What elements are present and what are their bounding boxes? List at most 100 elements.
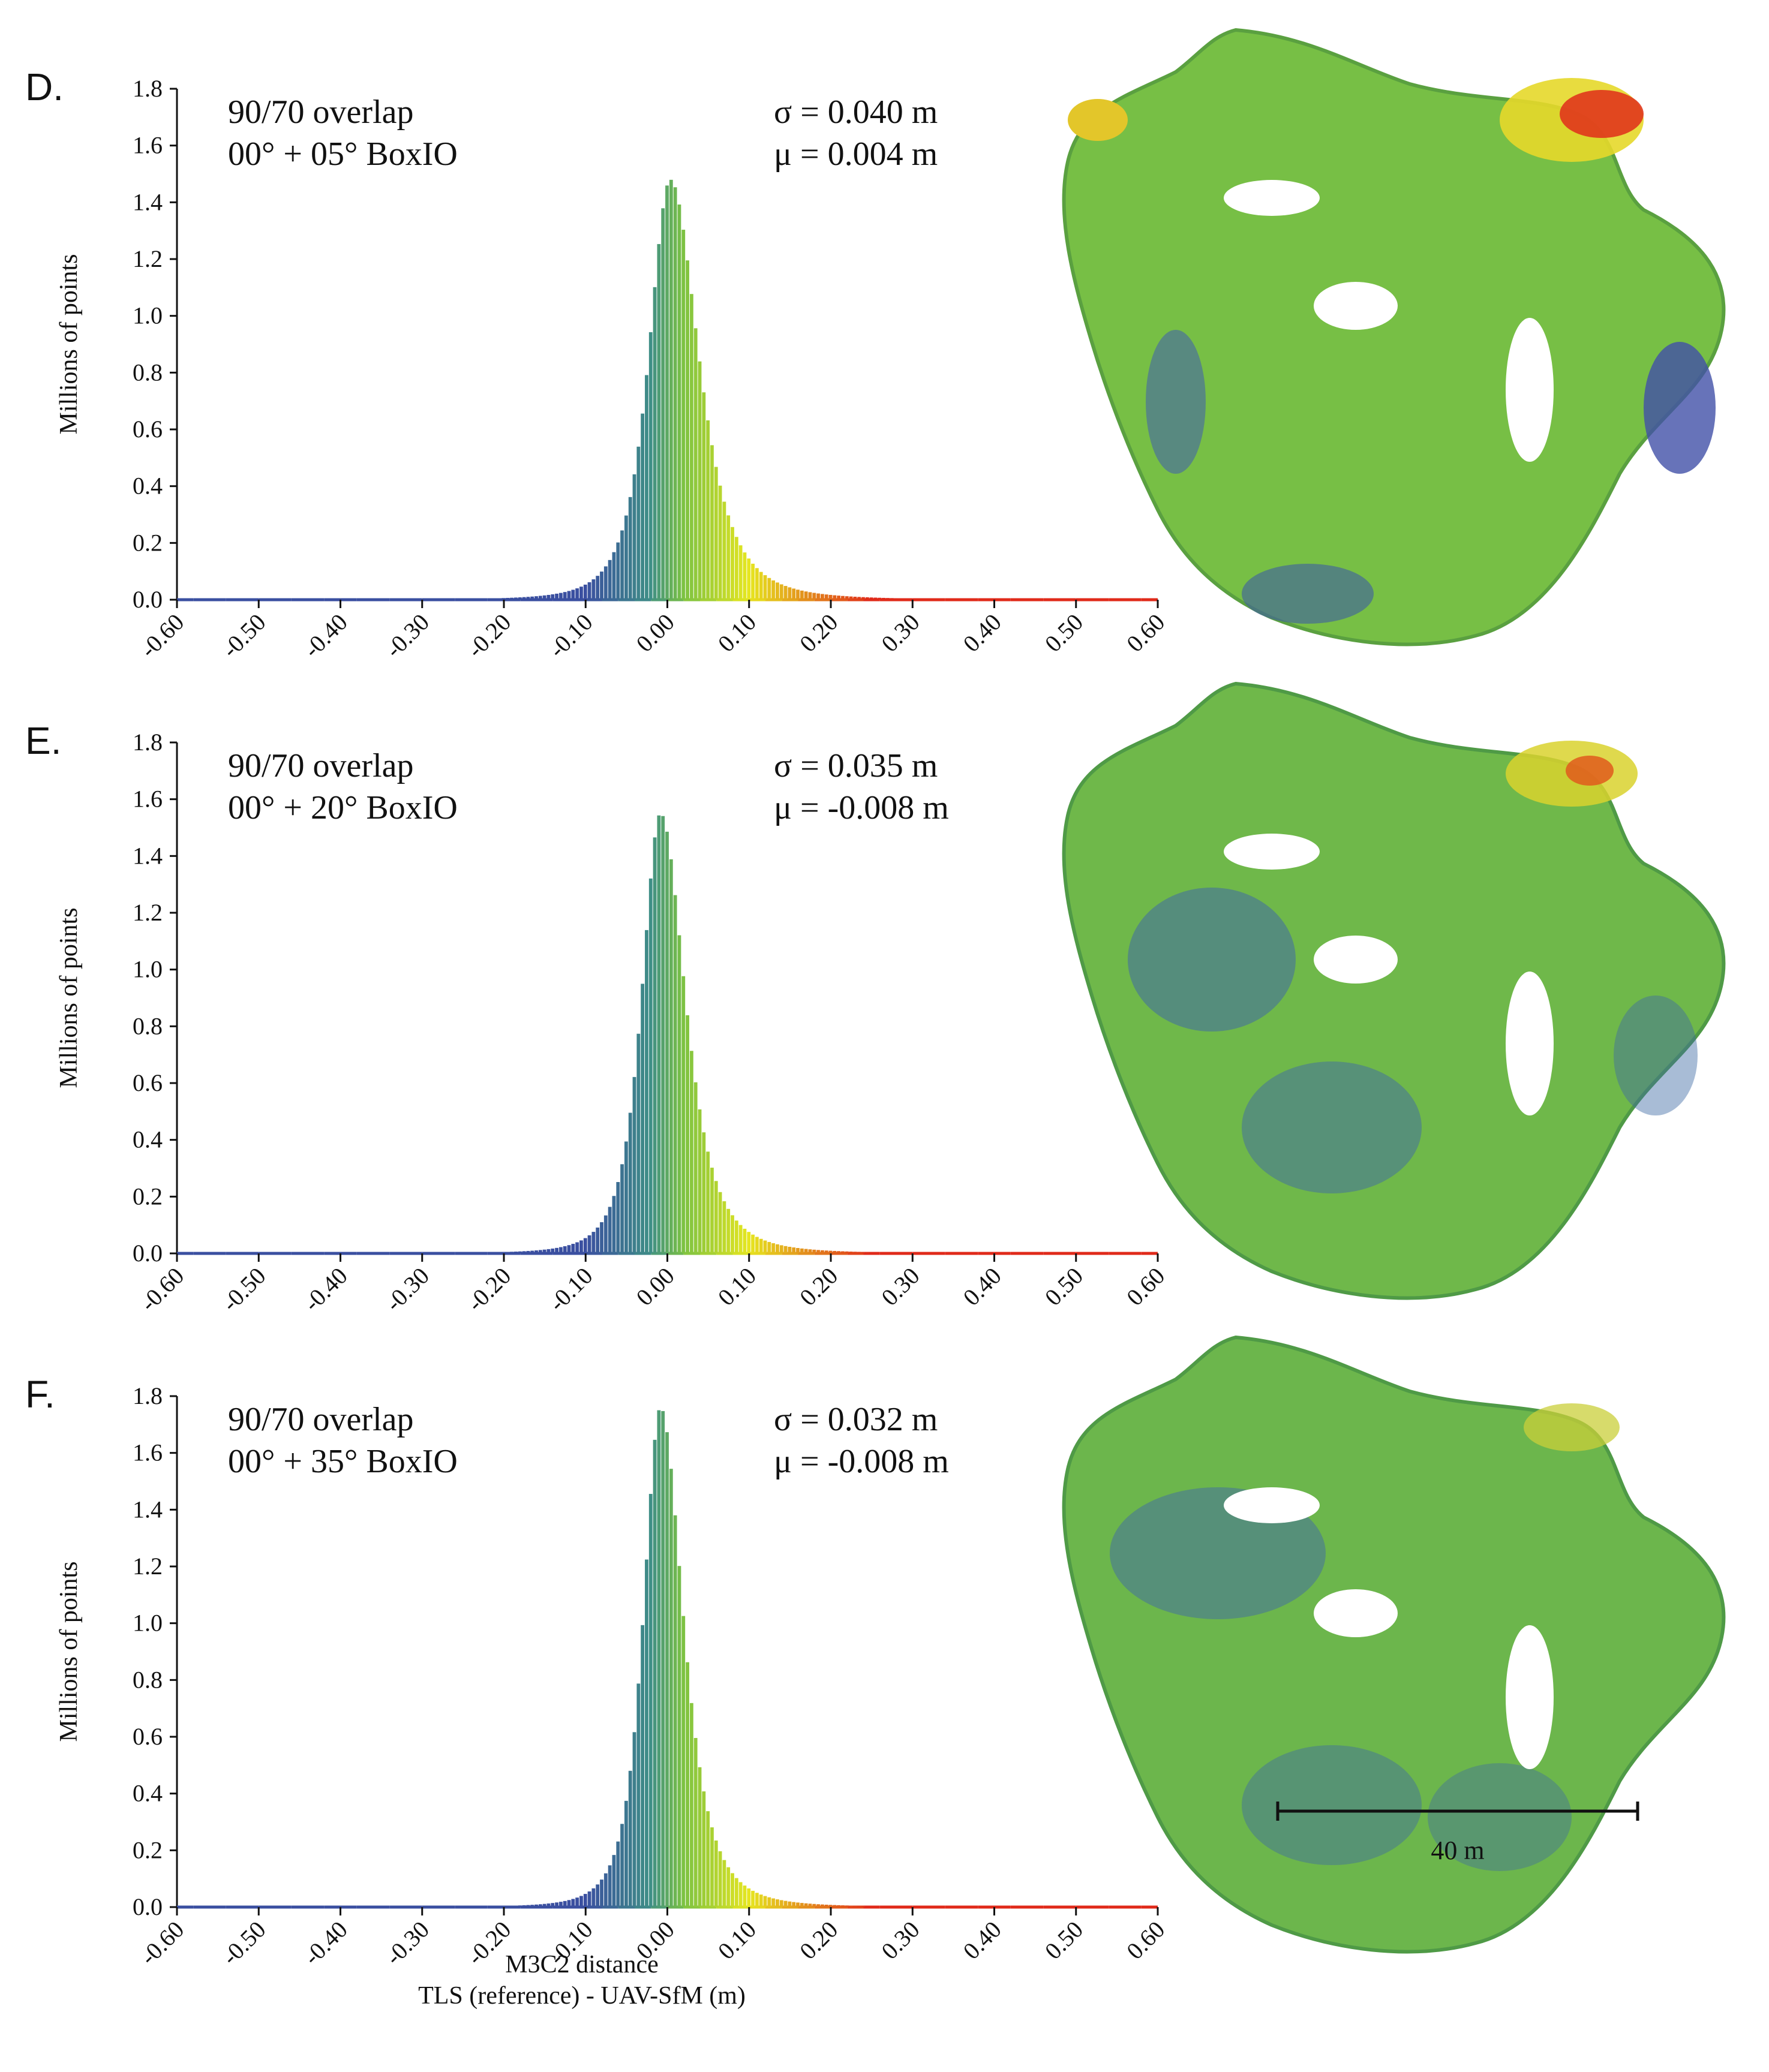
histogram-bar [538,1250,542,1253]
histogram-bar [783,586,788,600]
histogram-bar [579,1240,583,1253]
boxio-label: 00° + 35° BoxIO [228,1443,458,1480]
histogram-bar [693,1738,698,1907]
point-cloud-d-gap-2 [1506,318,1554,462]
histogram-bar [779,584,783,600]
histogram-bar [816,1904,820,1907]
histogram-bar [779,1245,783,1253]
point-cloud-f-gap-3 [1224,1487,1320,1523]
y-tick-label: 0.2 [133,529,163,556]
x-axis-title-line1: M3C2 distance [505,1951,659,1978]
histogram-bar [686,260,689,600]
sigma-label: σ = 0.032 m [774,1401,938,1438]
histogram-bar [542,595,546,600]
histogram-bar [510,1905,514,1907]
y-tick-label: 0.8 [133,1666,163,1693]
histogram-bar [596,1227,600,1253]
histogram-bar [632,1732,636,1907]
histogram-bar [657,243,661,600]
histogram-bar [693,328,698,600]
histogram-bar [738,1882,743,1907]
histogram-bar [693,1082,698,1253]
histogram-bar [771,1898,776,1907]
histogram-bar [788,1247,792,1253]
histogram-bar [743,552,747,600]
histogram-bar [534,1904,538,1907]
histogram-bar [661,1411,665,1907]
histogram-bar [591,1888,596,1907]
histogram-bar [906,598,910,600]
point-cloud-map-e [1062,681,1726,1300]
histogram-bar [734,1220,738,1253]
histogram-bar [628,1770,632,1907]
boxio-label: 00° + 20° BoxIO [228,789,458,826]
histogram-bar [636,1683,641,1907]
histogram-bar [641,413,645,600]
histogram-bar [608,560,612,600]
histogram-bar [591,1232,596,1253]
histogram-bar [873,1252,878,1253]
histogram-bar [755,568,759,600]
histogram-bar [677,935,681,1253]
histogram-bar [837,1905,841,1907]
histogram-bar [824,1250,828,1253]
histogram-bar [763,1240,767,1253]
histogram-bar [804,1903,808,1907]
histogram-bar [824,594,828,600]
histogram-bar [501,1252,506,1253]
y-tick-label: 0.0 [133,1240,163,1267]
histogram-bar [706,1151,710,1253]
histogram-bar [882,597,885,600]
histogram-bar [763,575,767,600]
point-cloud-d-yellow-corner [1068,99,1128,141]
histogram-bar [603,1215,608,1253]
histogram-bar [759,572,763,600]
histogram-bar [792,1902,796,1907]
histogram-bar [645,930,648,1253]
histogram-bar [628,1112,632,1253]
histogram-bar [812,593,816,600]
histogram-bar [743,1228,747,1253]
histogram-bar [767,1241,771,1253]
histogram-bar [861,597,865,600]
histogram-bar [734,537,738,600]
histogram-bar [820,1250,824,1253]
histogram-bar [648,878,653,1253]
histogram-bar [648,1494,653,1907]
histogram-bar [800,590,804,600]
histogram-bar [596,1884,600,1907]
histogram-bar [546,594,551,600]
histogram-bar [738,545,743,600]
y-tick-label: 0.8 [133,1012,163,1039]
histogram-bar [567,1245,571,1253]
x-tick-label: 0.10 [713,609,761,657]
histogram-bar [510,597,514,600]
histogram-bar [522,1905,526,1907]
y-tick-label: 1.0 [133,302,163,329]
y-tick-label: 0.0 [133,1893,163,1920]
y-tick-label: 0.2 [133,1183,163,1210]
histogram-bar [603,566,608,600]
histogram-bar [575,588,579,600]
histogram-bar [522,1251,526,1253]
histogram-bar [776,582,779,600]
histogram-bar [828,1905,833,1907]
mu-label: μ = -0.008 m [774,789,949,826]
histogram-bar [587,1235,591,1253]
histogram-bar [845,1251,849,1253]
histogram-bar [669,179,673,600]
y-tick-label: 1.2 [133,899,163,926]
y-tick-label: 0.4 [133,1126,163,1153]
histogram-bar [653,1439,657,1907]
histogram-panel-f: 0.0 0.2 0.4 0.6 0.8 1.0 1.2 1.4 1.6 1.8 Millions o… [55,1382,1170,1970]
histogram-bar [689,1703,693,1907]
histogram-bar [767,578,771,600]
histogram-bar [636,446,641,600]
point-cloud-d-blue-west [1146,330,1206,474]
point-cloud-e-gap-1 [1314,936,1398,984]
histogram-bar [645,1559,648,1907]
point-cloud-e-red-zone [1566,756,1614,786]
histogram-bar [506,597,510,600]
y-tick-label: 0.6 [133,1069,163,1096]
point-cloud-d-gap-3 [1224,180,1320,216]
